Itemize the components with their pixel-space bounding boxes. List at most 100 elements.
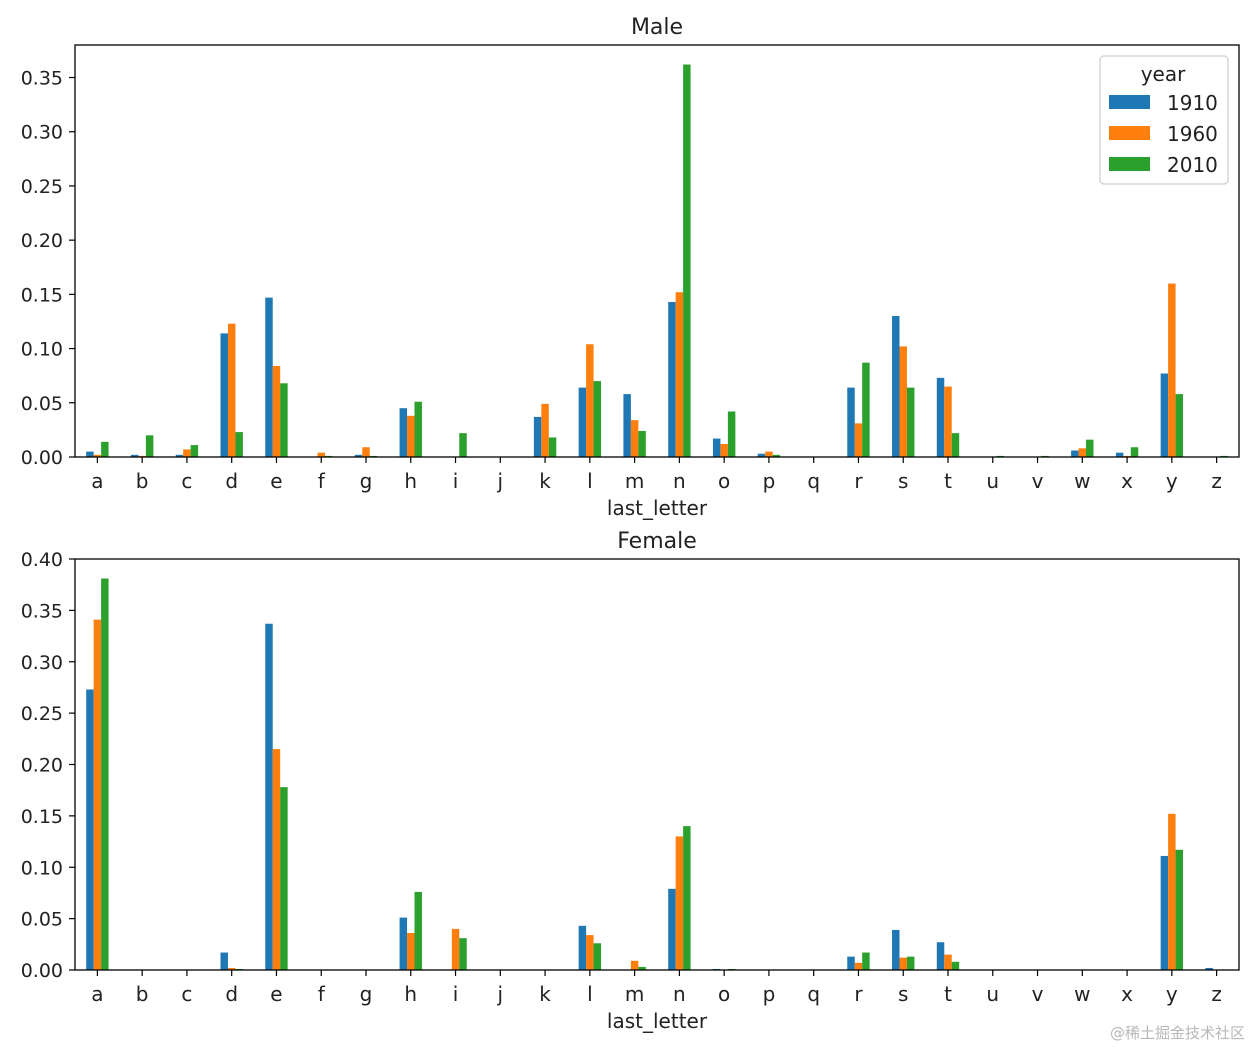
chart-title: Female — [617, 529, 697, 554]
x-tick-label: e — [270, 982, 282, 1006]
bar-1910-y — [1160, 373, 1169, 457]
bar-1910-h — [399, 408, 408, 457]
x-tick-label: s — [898, 469, 908, 493]
x-tick-label: n — [673, 469, 686, 493]
bar-1910-s — [892, 929, 900, 970]
x-tick-label: z — [1211, 982, 1222, 1006]
legend-label-1960: 1960 — [1167, 122, 1218, 146]
bar-1910-m — [623, 394, 631, 457]
bar-2010-s — [906, 956, 915, 970]
x-tick-label: m — [625, 469, 644, 493]
x-tick-label: j — [497, 982, 504, 1006]
bar-2010-o — [727, 411, 736, 457]
bar-2010-r — [862, 952, 870, 970]
y-tick-label: 0.00 — [21, 960, 63, 982]
female-chart: Female 0.00 0.05 0.10 0.15 0.20 0.25 0.30 0.35 0.… — [21, 529, 1240, 1033]
x-axis-label: last_letter — [607, 496, 708, 520]
x-tick-label: h — [404, 469, 417, 493]
bar-1910-w — [1071, 450, 1079, 457]
legend-label-2010: 2010 — [1167, 153, 1218, 177]
bar-1960-g — [362, 447, 370, 457]
bar-2010-r — [862, 362, 870, 457]
bar-1960-y — [1168, 283, 1176, 457]
bar-1910-z — [1205, 967, 1213, 970]
y-tick-label: 0.30 — [21, 652, 63, 674]
bar-2010-x — [1130, 447, 1139, 457]
x-tick-label: a — [91, 982, 103, 1006]
bar-1910-d — [220, 333, 228, 457]
bar-2010-y — [1175, 849, 1184, 970]
bar-1910-s — [892, 316, 900, 457]
x-tick-label: g — [360, 982, 373, 1006]
x-tick-label: k — [539, 982, 551, 1006]
bar-1910-t — [936, 377, 945, 457]
bar-2010-h — [414, 891, 422, 970]
chart-title: Male — [631, 15, 683, 40]
bar-2010-a — [101, 578, 109, 970]
x-tick-label: u — [986, 982, 999, 1006]
bar-1960-n — [675, 292, 684, 457]
x-tick-label: t — [944, 469, 952, 493]
x-tick-label: x — [1121, 469, 1133, 493]
bar-1960-i — [451, 928, 460, 970]
y-tick-label: 0.10 — [21, 339, 63, 361]
bar-1910-b — [130, 454, 139, 457]
bar-1960-t — [944, 386, 952, 457]
bar-1960-p — [765, 451, 773, 457]
y-tick-label: 0.35 — [21, 68, 63, 90]
x-tick-label: y — [1166, 469, 1178, 493]
bar-1910-g — [354, 454, 363, 457]
legend-swatch-1960 — [1109, 126, 1150, 140]
bar-2010-b — [145, 435, 154, 457]
bar-1910-t — [936, 942, 945, 970]
bar-1960-r — [854, 962, 863, 970]
bar-1910-c — [175, 454, 184, 457]
bar-1960-y — [1168, 813, 1176, 970]
y-tick-label: 0.10 — [21, 857, 63, 879]
bar-1960-s — [899, 346, 907, 457]
bar-1960-o — [720, 443, 728, 457]
bar-1910-o — [712, 438, 721, 457]
x-tick-label: y — [1166, 982, 1178, 1006]
bar-2010-e — [280, 383, 288, 457]
bar-2010-w — [1086, 439, 1094, 457]
x-tick-label: n — [673, 982, 686, 1006]
x-tick-label: i — [453, 982, 459, 1006]
x-tick-label: h — [404, 982, 417, 1006]
bar-2010-t — [951, 433, 960, 457]
x-tick-label: w — [1074, 982, 1090, 1006]
bar-2010-d — [235, 432, 243, 457]
bar-1910-k — [533, 416, 542, 457]
bar-1910-a — [86, 689, 94, 970]
x-tick-label: d — [225, 469, 238, 493]
y-tick-label: 0.25 — [21, 703, 63, 725]
bar-1910-r — [847, 956, 855, 970]
bar-1910-e — [265, 623, 273, 970]
bar-2010-c — [190, 445, 199, 457]
y-tick-label: 0.20 — [21, 755, 63, 777]
bar-1960-c — [183, 449, 191, 457]
x-tick-label: p — [763, 982, 776, 1006]
y-tick-label: 0.05 — [21, 393, 63, 415]
bar-2010-s — [906, 387, 915, 457]
x-tick-label: v — [1032, 469, 1044, 493]
x-tick-label: u — [986, 469, 999, 493]
x-tick-label: i — [453, 469, 459, 493]
x-tick-label: e — [270, 469, 282, 493]
bar-1960-m — [630, 420, 639, 457]
x-tick-label: a — [91, 469, 103, 493]
legend-swatch-2010 — [1109, 157, 1150, 171]
x-tick-label: x — [1121, 982, 1133, 1006]
x-tick-label: b — [136, 982, 149, 1006]
bar-1910-p — [757, 453, 766, 457]
x-tick-label: b — [136, 469, 149, 493]
bar-2010-y — [1175, 394, 1184, 457]
y-tick-label: 0.00 — [21, 447, 63, 469]
bar-1960-k — [541, 403, 549, 457]
x-tick-label: m — [625, 982, 644, 1006]
bar-1910-x — [1115, 452, 1124, 457]
y-tick-label: 0.20 — [21, 230, 63, 252]
y-tick-label: 0.05 — [21, 909, 63, 931]
y-tick-label: 0.30 — [21, 122, 63, 144]
